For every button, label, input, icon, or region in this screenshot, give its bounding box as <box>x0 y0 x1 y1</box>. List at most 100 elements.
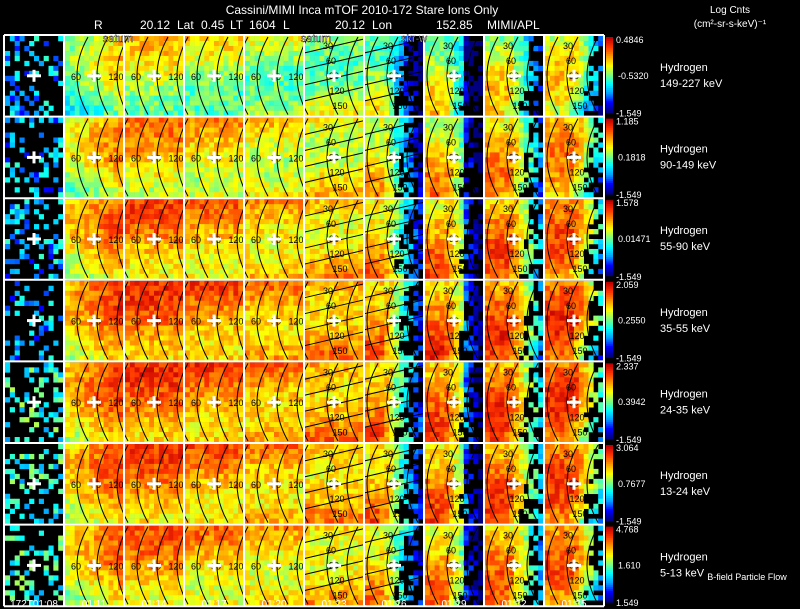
heatmap-cell <box>288 80 294 87</box>
heatmap-cell <box>238 45 244 52</box>
heatmap-cell <box>269 137 275 143</box>
heatmap-cell <box>238 157 244 163</box>
heatmap-cell <box>29 187 35 193</box>
heatmap-cell <box>108 248 114 255</box>
heatmap-cell <box>223 117 229 123</box>
heatmap-cell <box>125 152 131 158</box>
heatmap-cell <box>358 40 364 47</box>
heatmap-cell <box>514 55 520 62</box>
heatmap-cell <box>238 100 244 106</box>
heatmap-cell <box>103 182 109 188</box>
heatmap-cell <box>324 263 330 270</box>
heatmap-cell <box>274 95 280 101</box>
heatmap-cell <box>293 219 299 225</box>
heatmap-cell <box>168 65 174 72</box>
heatmap-cell <box>269 192 275 198</box>
heatmap-cell <box>523 55 529 62</box>
heatmap-cell <box>554 100 560 106</box>
heatmap-cell <box>204 162 210 168</box>
heatmap-cell <box>163 229 169 235</box>
heatmap-cell <box>108 167 114 173</box>
heatmap-cell <box>264 60 270 67</box>
heatmap-cell <box>274 177 280 183</box>
heatmap-cell <box>144 85 150 92</box>
heatmap-cell <box>358 132 364 138</box>
heatmap-cell <box>489 85 495 92</box>
heatmap-cell <box>149 219 155 225</box>
heatmap-cell <box>559 90 565 96</box>
heatmap-cell <box>65 167 71 173</box>
heatmap-cell <box>358 204 364 210</box>
heatmap-cell <box>504 36 510 42</box>
heatmap-cell <box>494 85 500 92</box>
heatmap-cell <box>259 172 265 178</box>
heatmap-cell <box>283 70 289 77</box>
heatmap-cell <box>144 187 150 193</box>
heatmap-cell <box>223 147 229 153</box>
heatmap-cell <box>283 258 289 265</box>
heatmap-cell <box>365 199 371 205</box>
heatmap-cell <box>293 60 299 67</box>
heatmap-cell <box>478 162 484 168</box>
heatmap-cell <box>94 273 100 280</box>
heatmap-cell <box>358 70 364 77</box>
heatmap-cell <box>309 234 315 240</box>
heatmap-cell <box>278 157 284 163</box>
heatmap-cell <box>545 152 551 158</box>
heatmap-cell <box>129 110 135 116</box>
heatmap-cell <box>233 65 239 72</box>
heatmap-cell <box>348 224 354 230</box>
heatmap-cell <box>499 75 505 82</box>
heatmap-cell <box>113 157 119 163</box>
heatmap-cell <box>163 177 169 183</box>
heatmap-cell <box>314 40 320 47</box>
heatmap-cell <box>545 105 551 111</box>
heatmap-cell <box>168 45 174 52</box>
heatmap-cell <box>89 142 95 148</box>
heatmap-cell <box>288 258 294 265</box>
heatmap-cell <box>245 95 251 101</box>
heatmap-cell <box>593 105 599 111</box>
heatmap-cell <box>425 110 431 116</box>
heatmap-cell <box>398 85 404 92</box>
heatmap-cell <box>185 100 191 106</box>
heatmap-cell <box>509 132 515 138</box>
heatmap-cell <box>283 157 289 163</box>
heatmap-cell <box>499 117 505 123</box>
heatmap-cell <box>238 187 244 193</box>
heatmap-cell <box>173 132 179 138</box>
heatmap-cell <box>283 122 289 128</box>
heatmap-cell <box>538 243 544 250</box>
heatmap-cell <box>269 80 275 87</box>
heatmap-cell <box>194 224 200 230</box>
heatmap-cell <box>389 162 395 168</box>
heatmap-cell <box>523 127 529 133</box>
heatmap-cell <box>178 273 184 280</box>
heatmap-cell <box>199 122 205 128</box>
heatmap-cell <box>298 55 304 62</box>
heatmap-cell <box>454 45 460 52</box>
heatmap-cell <box>233 142 239 148</box>
heatmap-cell <box>125 219 131 225</box>
heatmap-cell <box>74 105 80 111</box>
heatmap-cell <box>583 142 589 148</box>
heatmap-cell <box>509 50 515 57</box>
heatmap-cell <box>588 204 594 210</box>
heatmap-cell <box>259 177 265 183</box>
heatmap-cell <box>269 187 275 193</box>
heatmap-cell <box>554 263 560 270</box>
heatmap-cell <box>418 204 424 210</box>
heatmap-cell <box>504 167 510 173</box>
heatmap-cell <box>214 214 220 220</box>
heatmap-cell <box>449 127 455 133</box>
heatmap-cell <box>559 105 565 111</box>
heatmap-cell <box>439 105 445 111</box>
heatmap-cell <box>499 55 505 62</box>
heatmap-cell <box>338 229 344 235</box>
heatmap-cell <box>233 105 239 111</box>
heatmap-cell <box>144 122 150 128</box>
heatmap-cell <box>353 122 359 128</box>
heatmap-cell <box>569 192 575 198</box>
heatmap-cell <box>194 209 200 215</box>
heatmap-cell <box>499 172 505 178</box>
